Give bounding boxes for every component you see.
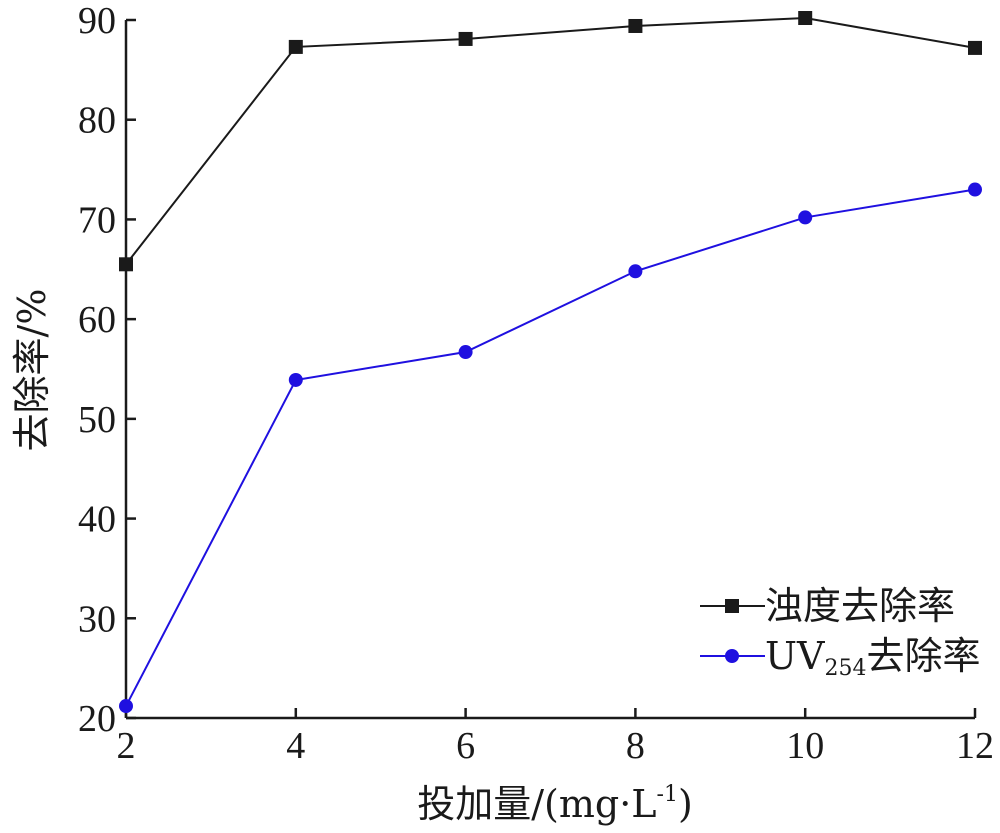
data-point <box>119 699 133 714</box>
legend: 浊度去除率 UV254去除率 <box>700 584 980 681</box>
x-tick-label: 2 <box>117 725 136 767</box>
series-1 <box>119 11 982 272</box>
data-point <box>288 39 303 54</box>
legend-swatch-marker <box>725 649 739 663</box>
x-tick-label: 8 <box>626 725 645 767</box>
y-tick-label: 40 <box>78 499 116 541</box>
y-tick-label: 20 <box>78 698 116 740</box>
legend-swatch-marker <box>725 599 739 613</box>
data-point <box>968 182 982 197</box>
legend-item-1: 浊度去除率 <box>700 584 955 628</box>
data-point <box>628 18 643 33</box>
y-tick-label: 60 <box>78 299 116 341</box>
x-axis-title: 投加量/(mg·L-1) <box>417 782 693 826</box>
series-2 <box>119 182 982 714</box>
x-tick-label: 10 <box>786 725 824 767</box>
y-tick-label: 50 <box>78 399 116 441</box>
series-line <box>125 188 976 707</box>
x-tick-label: 6 <box>456 725 475 767</box>
legend-label: 浊度去除率 <box>765 584 955 628</box>
legend-label: UV254去除率 <box>765 634 980 681</box>
y-tick-label: 80 <box>78 100 116 142</box>
series-layer <box>119 11 982 714</box>
y-axis-title: 去除率/% <box>10 289 54 452</box>
data-point <box>458 31 473 46</box>
y-tick-label: 70 <box>78 199 116 241</box>
y-tick-label: 30 <box>78 598 116 640</box>
data-point <box>458 345 473 360</box>
x-tick-label: 12 <box>956 725 994 767</box>
data-point <box>628 264 643 279</box>
axes: 20 30 40 50 60 70 80 90 2 4 6 8 10 12 <box>78 0 994 767</box>
y-tick-label: 90 <box>78 0 116 42</box>
x-tick-label: 4 <box>286 725 305 767</box>
data-point <box>968 40 982 55</box>
data-point <box>798 210 813 225</box>
data-point <box>288 372 303 387</box>
series-line <box>125 17 976 265</box>
legend-item-2: UV254去除率 <box>700 634 980 681</box>
data-point <box>798 11 813 26</box>
data-point <box>119 257 133 272</box>
